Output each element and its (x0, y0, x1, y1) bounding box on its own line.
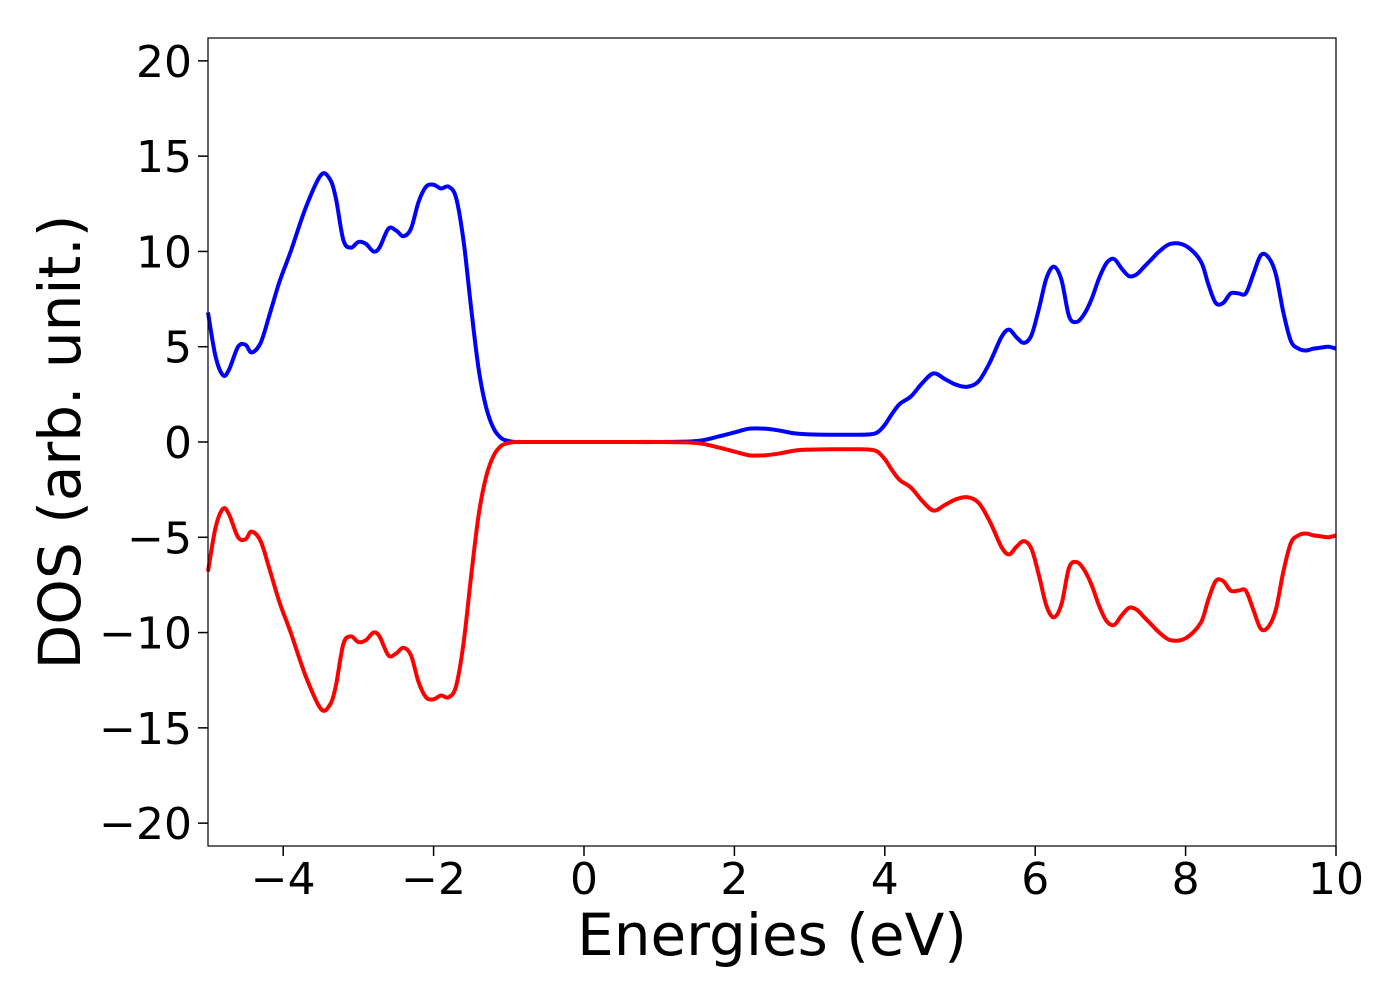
y-tick-label: 10 (136, 227, 192, 278)
x-tick-label: 10 (1308, 854, 1364, 905)
series-line-1 (206, 439, 1337, 713)
y-tick-label: −10 (99, 609, 192, 660)
x-tick-label: 8 (1172, 854, 1200, 905)
x-tick-label: 2 (720, 854, 748, 905)
x-axis-ticks: −4 −2 0 2 4 6 8 10 (251, 846, 1364, 905)
y-tick-label: 5 (164, 323, 192, 374)
series-layer (206, 171, 1337, 713)
y-tick-label: −5 (127, 513, 192, 564)
x-tick-label: −4 (251, 854, 316, 905)
plot-frame (207, 37, 1337, 847)
x-axis-title: Energies (eV) (577, 901, 967, 969)
y-axis-title: DOS (arb. unit.) (26, 215, 94, 670)
series-line-0 (206, 171, 1337, 445)
y-axis-ticks: 20 15 10 5 0 −5 −10 −15 −20 (99, 37, 208, 850)
x-tick-label: 4 (871, 854, 899, 905)
y-tick-label: 20 (136, 37, 192, 88)
y-tick-label: 0 (164, 418, 192, 469)
x-tick-label: −2 (401, 854, 466, 905)
y-tick-label: 15 (136, 132, 192, 183)
x-tick-label: 0 (570, 854, 598, 905)
y-tick-label: −15 (99, 704, 192, 755)
x-tick-label: 6 (1021, 854, 1049, 905)
y-tick-label: −20 (99, 799, 192, 850)
